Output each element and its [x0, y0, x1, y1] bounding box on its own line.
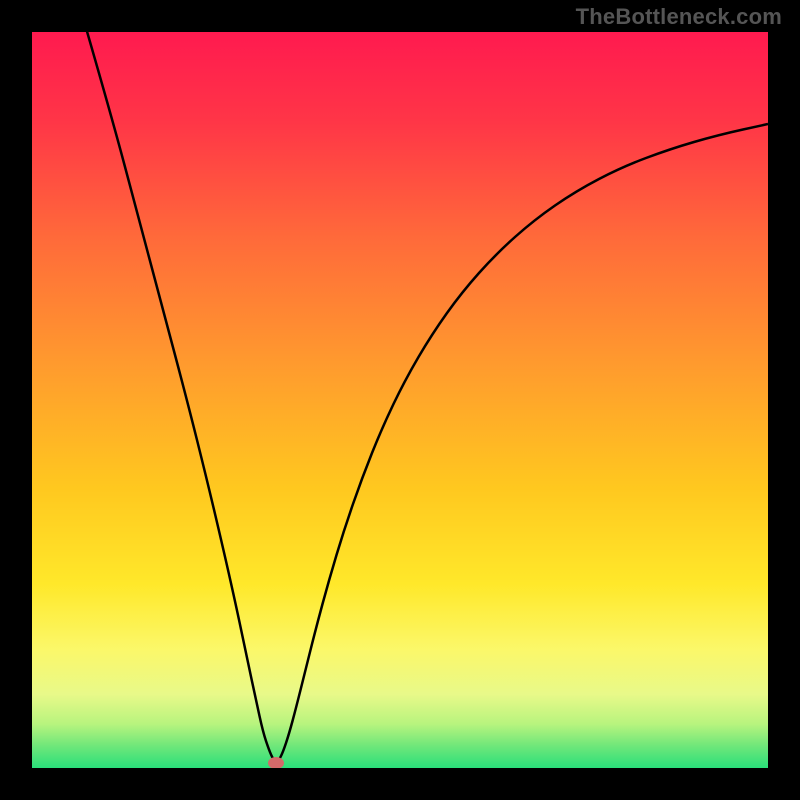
- watermark-text: TheBottleneck.com: [576, 4, 782, 30]
- chart-container: TheBottleneck.com: [0, 0, 800, 800]
- bottleneck-curve: [32, 32, 768, 768]
- curve-path: [86, 32, 768, 762]
- plot-area: [32, 32, 768, 768]
- minimum-marker: [268, 757, 284, 768]
